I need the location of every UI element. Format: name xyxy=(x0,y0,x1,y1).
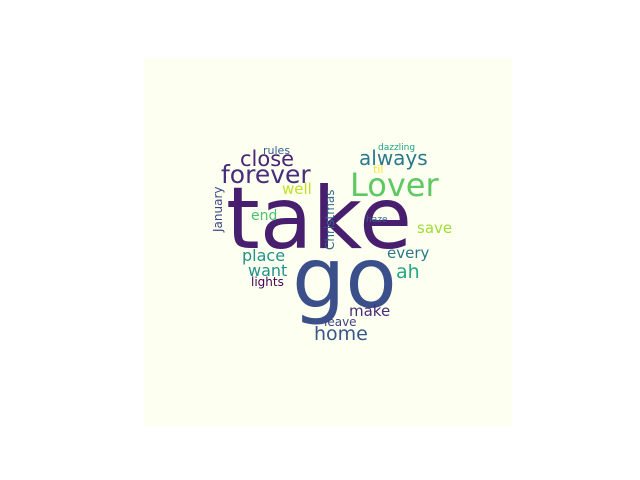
word-til: til xyxy=(373,163,384,176)
word-christmas: Christmas xyxy=(323,189,337,250)
word-save: save xyxy=(417,219,453,237)
word-rules: rules xyxy=(263,144,291,157)
word-dazzling: dazzling xyxy=(378,143,416,153)
word-cloud: take go Lover forever close always home … xyxy=(144,58,512,426)
word-home: home xyxy=(314,323,368,345)
word-end: end xyxy=(251,208,278,224)
word-well: well xyxy=(282,180,312,198)
word-forever: forever xyxy=(221,160,311,189)
word-lights: lights xyxy=(251,275,284,289)
word-go: go xyxy=(292,229,397,327)
word-leave: leave xyxy=(324,315,357,329)
word-place: place xyxy=(242,246,286,265)
word-lover: Lover xyxy=(350,166,439,204)
word-january: January xyxy=(211,186,225,233)
word-make: make xyxy=(349,302,391,320)
word-take: take xyxy=(226,169,413,269)
word-ah: ah xyxy=(396,261,420,283)
word-every: every xyxy=(387,244,430,262)
word-want: want xyxy=(248,261,288,280)
word-close: close xyxy=(240,147,295,171)
word-always: always xyxy=(359,146,428,170)
word-haze: haze xyxy=(366,215,388,225)
